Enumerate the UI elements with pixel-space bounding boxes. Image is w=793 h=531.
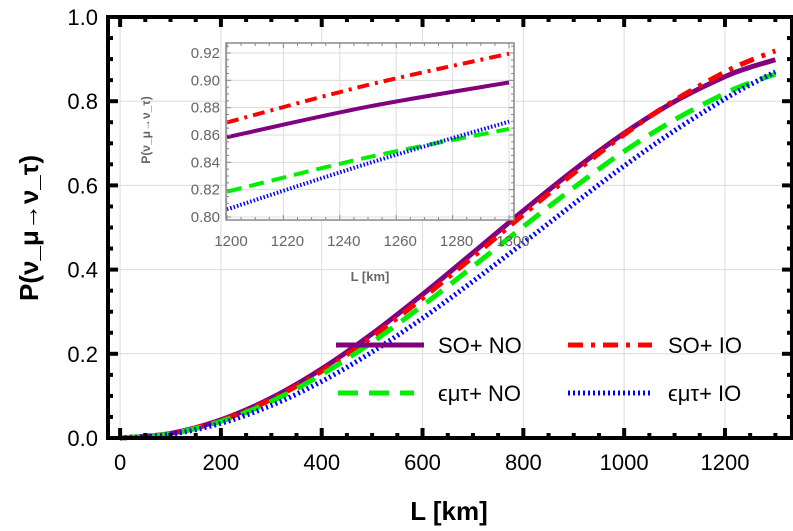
inset-frame [225,42,515,221]
legend-label-so-no: SO+ NO [438,333,522,358]
legend-label-eps-no: ϵμτ+ NO [438,381,521,406]
inset-series-line-3 [226,119,510,212]
y-tick-label: 0.6 [67,173,98,198]
x-tick-label: 400 [303,450,340,475]
x-tick-label: 600 [404,450,441,475]
legend: SO+ NO SO+ IO ϵμτ+ NO ϵμτ+ IO [336,333,742,406]
inset-x-axis-title: L [km] [351,269,390,284]
inset-y-tick-label: 0.86 [191,127,220,144]
y-tick-label: 1.0 [67,5,98,30]
x-tick-label: 0 [114,450,126,475]
inset-x-tick-label: 1260 [384,233,417,250]
y-tick-label: 0.0 [67,426,98,451]
inset-series-line-2 [226,127,510,194]
x-tick-label: 800 [505,450,542,475]
inset-x-tick-labels: 1200 1220 1240 1260 1280 1300 [214,233,529,250]
inset-x-tick-label: 1280 [440,233,473,250]
inset-y-tick-label: 0.90 [191,72,220,89]
y-axis-title: P(ν_μ→ν_τ) [14,155,44,301]
legend-label-eps-io: ϵμτ+ IO [668,381,741,406]
y-tick-label: 0.8 [67,89,98,114]
inset-y-tick-label: 0.82 [191,182,220,199]
inset-chart: 1200 1220 1240 1260 1280 1300 0.800.820.840.8… [139,42,530,284]
y-tick-label: 0.2 [67,342,98,367]
main-frame [106,15,793,440]
inset-x-tick-label: 1200 [214,233,247,250]
inset-series-line-1 [226,51,510,125]
inset-frame-rect [225,42,515,221]
inset-x-tick-label: 1220 [271,233,304,250]
main-curves [119,48,777,441]
legend-label-so-io: SO+ IO [668,333,742,358]
inset-y-tick-label: 0.88 [191,100,220,117]
main-y-tick-labels: 0.0 0.2 0.4 0.6 0.8 1.0 [67,5,98,451]
x-axis-title: L [km] [410,496,488,526]
x-tick-label: 200 [203,450,240,475]
inset-y-tick-label: 0.92 [191,45,220,62]
x-tick-label: 1000 [600,450,649,475]
series-line-2 [119,71,777,441]
inset-x-tick-label: 1240 [327,233,360,250]
inset-y-tick-label: 0.84 [191,154,220,171]
main-x-tick-labels: 0 200 400 600 800 1000 1200 [114,450,749,475]
y-tick-label: 0.4 [67,258,98,283]
inset-y-tick-labels: 0.80 0.82 0.84 0.86 0.88 0.90 0.92 [191,45,220,226]
x-tick-label: 1200 [700,450,749,475]
inset-series-line-0 [226,80,510,140]
series-line-0 [119,57,777,441]
inset-x-tick-label: 1300 [496,233,529,250]
inset-background [226,43,514,220]
inset-curves [226,51,510,212]
inset-y-tick-label: 0.80 [191,209,220,226]
inset-y-axis-title: P(ν_μ→ν_τ) [139,96,153,163]
